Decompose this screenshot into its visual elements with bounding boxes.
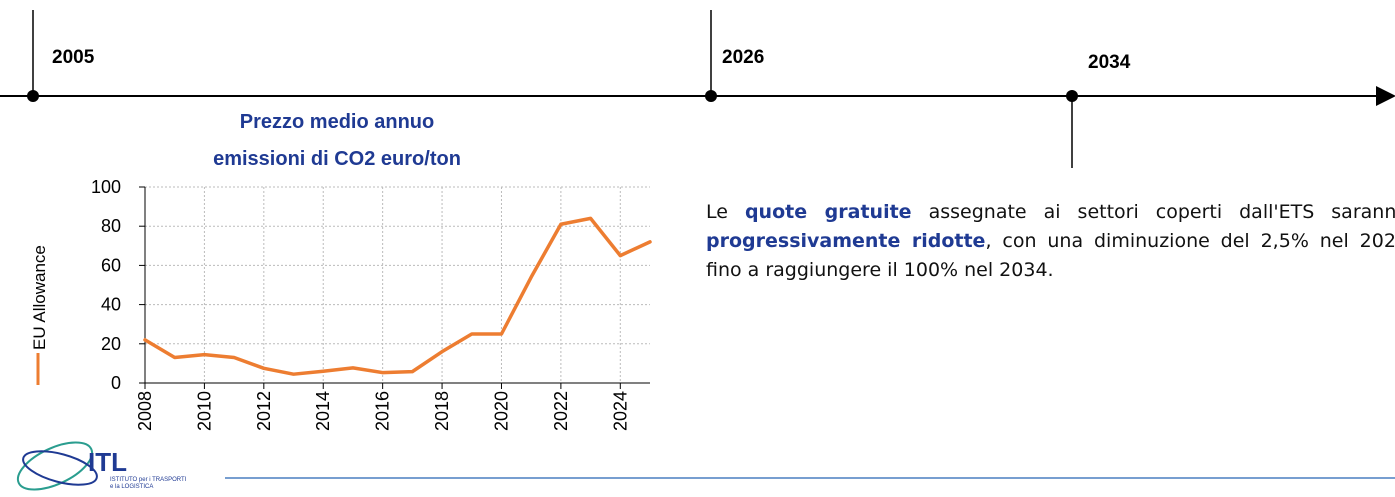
x-tick-label: 2020 [491,391,511,431]
description: Le quote gratuite assegnate ai settori c… [706,198,1395,285]
logo-subtitle: ISTITUTO per i TRASPORTI [110,477,187,483]
timeline-label: 2026 [722,47,764,68]
x-tick-label: 2012 [254,391,274,431]
timeline-dot [27,90,39,102]
y-tick-label: 60 [101,255,121,275]
logo: ITL ISTITUTO per i TRASPORTI e la LOGIST… [16,441,187,491]
chart-title: emissioni di CO2 euro/ton [213,148,461,170]
y-tick-label: 80 [101,216,121,236]
y-tick-label: 20 [101,334,121,354]
legend-label: EU Allowance [30,245,49,350]
text-bold: progressivamente ridotte [706,230,986,252]
text-bold: quote gratuite [744,201,912,223]
x-tick-label: 2024 [610,391,630,431]
text: assegnate ai settori coperti dall'ETS sa… [911,201,1395,223]
y-tick-label: 0 [111,373,121,393]
timeline-label: 2005 [52,47,95,68]
timeline-dot [1066,90,1078,102]
x-tick-label: 2014 [313,391,333,431]
x-tick-label: 2016 [373,391,393,431]
x-tick-label: 2022 [551,391,571,431]
logo-subtitle: e la LOGISTICA [110,484,153,490]
text: , con una diminuzione del 2,5% nel 2026 … [706,230,1395,281]
timeline-label: 2034 [1088,52,1131,73]
x-tick-label: 2018 [432,391,452,431]
x-tick-label: 2008 [135,391,155,431]
y-tick-label: 100 [91,177,121,197]
chart-title: Prezzo medio annuo [240,111,434,133]
logo-name: ITL [88,447,127,477]
timeline-dot [705,90,717,102]
x-tick-label: 2010 [194,391,214,431]
y-tick-label: 40 [101,295,121,315]
series-line [143,216,652,376]
text: Le [706,201,745,223]
